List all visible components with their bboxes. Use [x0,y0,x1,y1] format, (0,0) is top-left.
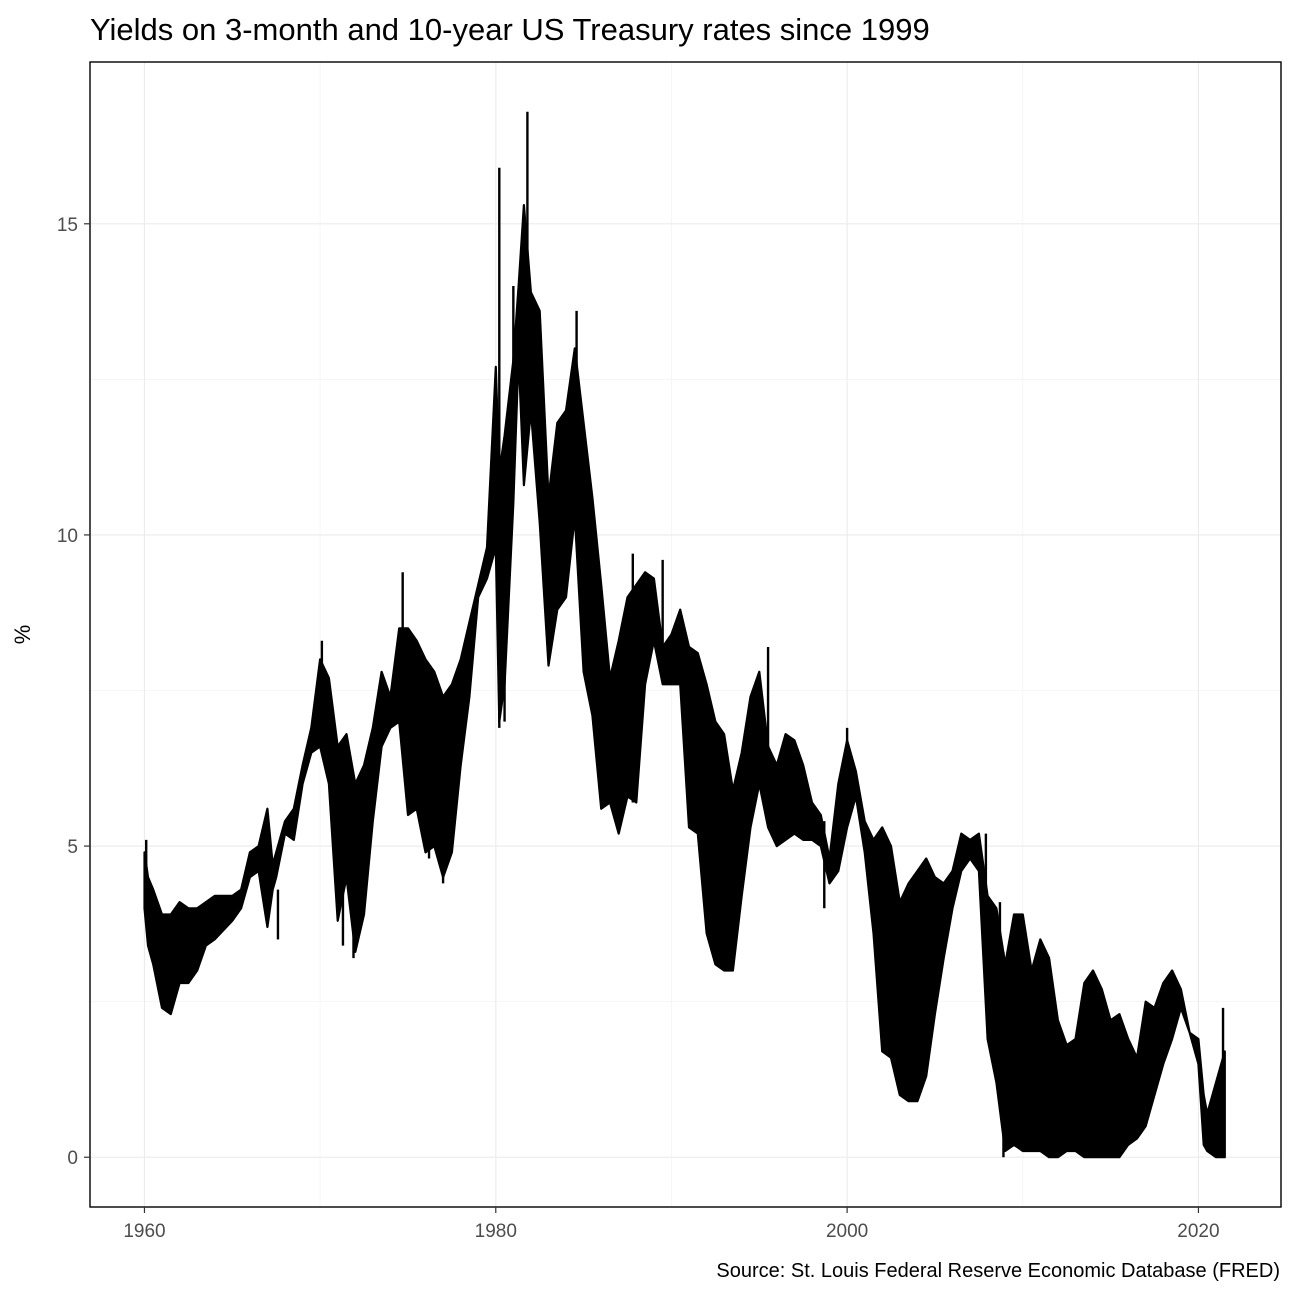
chart-title: Yields on 3-month and 10-year US Treasur… [90,12,930,47]
x-tick-label: 2020 [1177,1221,1219,1242]
y-tick-label: 10 [57,526,78,547]
y-tick-label: 5 [67,837,78,858]
y-axis-label: % [10,625,35,645]
x-tick-label: 1960 [123,1221,165,1242]
x-tick-label: 1980 [475,1221,517,1242]
chart-caption: Source: St. Louis Federal Reserve Econom… [716,1260,1280,1282]
plot-panel-border [89,61,1282,1208]
y-tick-label: 0 [67,1148,78,1169]
y-tick-label: 15 [57,215,78,236]
axes: 1960 1980 2000 2020 0 5 10 15 [57,215,1220,1242]
series-layer [143,111,1226,1159]
x-tick-label: 2000 [826,1221,868,1242]
